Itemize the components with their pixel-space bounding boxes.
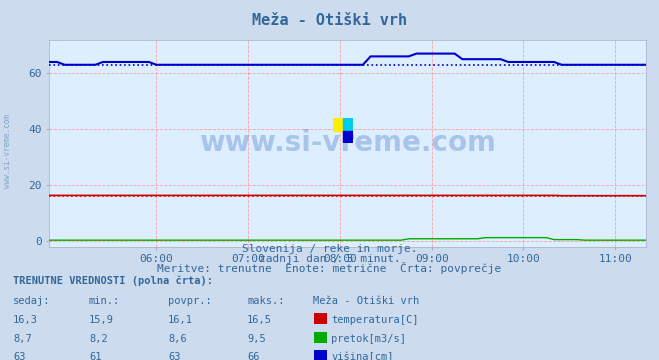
Text: temperatura[C]: temperatura[C] <box>331 315 419 325</box>
Text: www.si-vreme.com: www.si-vreme.com <box>3 114 13 188</box>
Text: sedaj:: sedaj: <box>13 296 51 306</box>
Text: višina[cm]: višina[cm] <box>331 352 394 360</box>
Text: 15,9: 15,9 <box>89 315 114 325</box>
Text: zadnji dan / 5 minut.: zadnji dan / 5 minut. <box>258 254 401 264</box>
Text: 8,6: 8,6 <box>168 334 186 344</box>
Text: 61: 61 <box>89 352 101 360</box>
Text: 63: 63 <box>168 352 181 360</box>
Text: Meža - Otiški vrh: Meža - Otiški vrh <box>313 296 419 306</box>
Text: 66: 66 <box>247 352 260 360</box>
Text: 63: 63 <box>13 352 26 360</box>
Text: TRENUTNE VREDNOSTI (polna črta):: TRENUTNE VREDNOSTI (polna črta): <box>13 276 213 287</box>
Text: Slovenija / reke in morje.: Slovenija / reke in morje. <box>242 244 417 254</box>
Bar <box>343 118 353 130</box>
Text: maks.:: maks.: <box>247 296 285 306</box>
Bar <box>343 130 353 143</box>
Text: 8,7: 8,7 <box>13 334 32 344</box>
Text: Meža - Otiški vrh: Meža - Otiški vrh <box>252 13 407 28</box>
Text: 16,3: 16,3 <box>13 315 38 325</box>
Text: 9,5: 9,5 <box>247 334 266 344</box>
Text: Meritve: trenutne  Enote: metrične  Črta: povprečje: Meritve: trenutne Enote: metrične Črta: … <box>158 262 501 274</box>
Text: 16,1: 16,1 <box>168 315 193 325</box>
Bar <box>333 118 343 130</box>
Text: min.:: min.: <box>89 296 120 306</box>
Text: 16,5: 16,5 <box>247 315 272 325</box>
Text: pretok[m3/s]: pretok[m3/s] <box>331 334 407 344</box>
Text: www.si-vreme.com: www.si-vreme.com <box>199 129 496 157</box>
Text: 8,2: 8,2 <box>89 334 107 344</box>
Text: povpr.:: povpr.: <box>168 296 212 306</box>
